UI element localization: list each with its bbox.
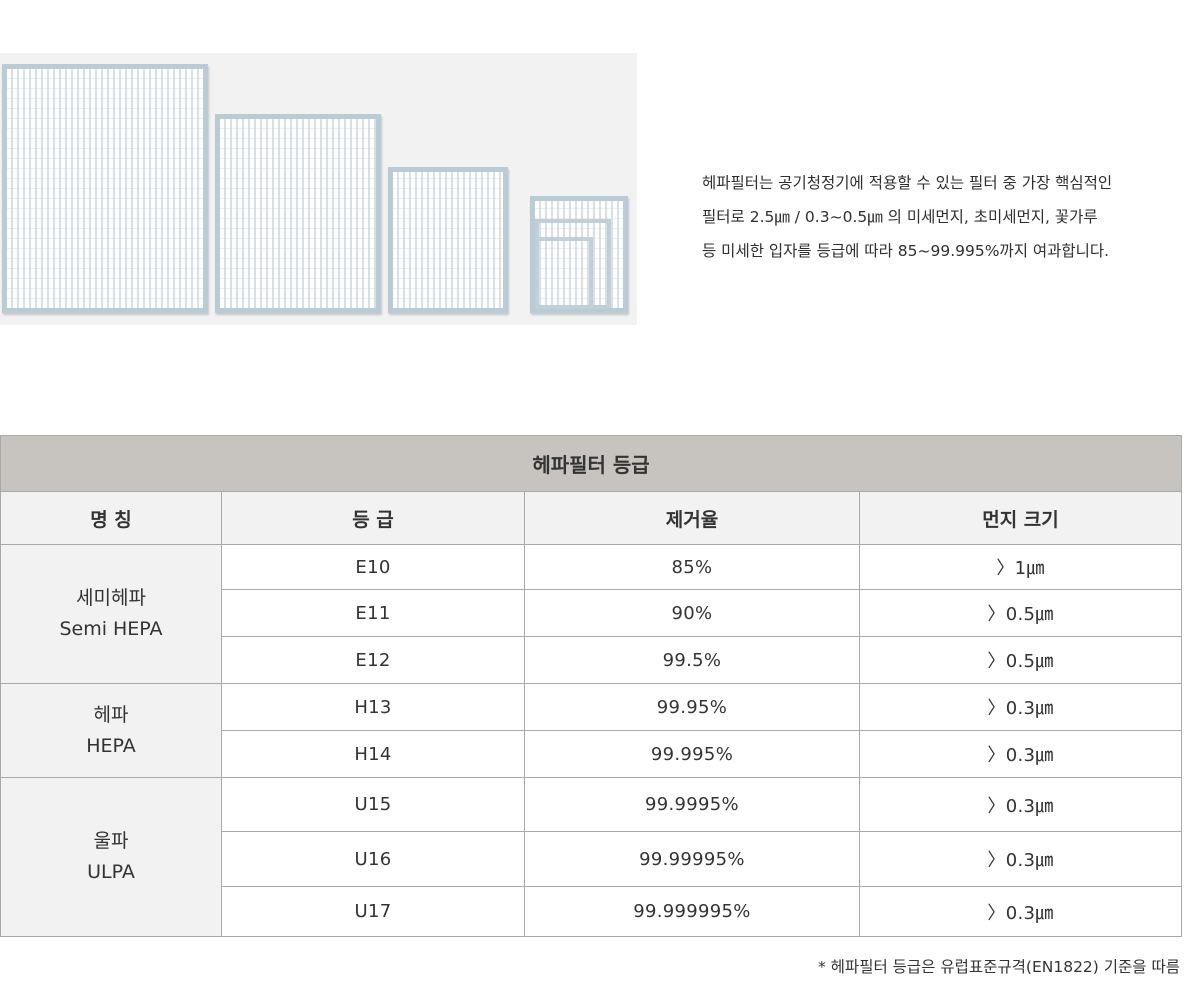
rate-cell: 85% xyxy=(524,544,860,590)
table-row: E11 90% 〉0.5㎛ xyxy=(1,589,1182,637)
rate-cell: 99.5% xyxy=(524,636,860,684)
grade-cell: H13 xyxy=(221,683,525,731)
grade-cell: E11 xyxy=(221,589,525,637)
intro-line: 필터로 2.5㎛ / 0.3~0.5㎛ 의 미세먼지, 초미세먼지, 꽃가루 xyxy=(702,208,1098,226)
grade-cell: U15 xyxy=(221,777,525,832)
size-cell: 〉0.5㎛ xyxy=(859,589,1182,637)
table-row: 세미헤파 Semi HEPA E10 85% 〉1㎛ xyxy=(0,544,1182,684)
header-removal-rate: 제거율 xyxy=(524,491,860,545)
group-name-ko: 세미헤파 xyxy=(76,587,146,609)
filter-panel-nested-inner xyxy=(535,219,611,309)
size-cell: 〉0.5㎛ xyxy=(859,636,1182,684)
hepa-grade-table: 헤파필터 등급 명 칭 등 급 제거율 먼지 크기 세미헤파 Semi HEPA… xyxy=(0,435,1182,937)
table-row: 울파 ULPA U15 99.9995% 〉0.3㎛ xyxy=(0,777,1182,937)
rate-cell: 99.95% xyxy=(524,683,860,731)
intro-description: 헤파필터는 공기청정기에 적용할 수 있는 필터 중 가장 핵심적인 필터로 2… xyxy=(702,166,1192,268)
group-name-ko: 헤파 xyxy=(93,703,129,726)
size-cell: 〉0.3㎛ xyxy=(859,777,1182,832)
header-grade: 등 급 xyxy=(221,491,525,545)
size-cell: 〉0.3㎛ xyxy=(859,683,1182,731)
group-name-en: Semi HEPA xyxy=(59,618,163,640)
grade-cell: E10 xyxy=(221,544,525,590)
rate-cell: 99.9995% xyxy=(524,777,860,832)
filter-panel-nested xyxy=(530,196,628,313)
size-cell: 〉0.3㎛ xyxy=(859,831,1182,887)
filter-panel-small xyxy=(388,167,508,313)
table-row: 헤파 HEPA H13 99.95% 〉0.3㎛ xyxy=(0,683,1182,778)
size-cell: 〉1㎛ xyxy=(859,544,1182,590)
group-name-en: ULPA xyxy=(87,861,135,883)
table-row: E12 99.5% 〉0.5㎛ xyxy=(1,636,1182,684)
size-cell: 〉0.3㎛ xyxy=(859,886,1182,937)
table-title: 헤파필터 등급 xyxy=(0,435,1182,492)
filter-panel-nested-innermost xyxy=(535,237,593,309)
intro-line: 헤파필터는 공기청정기에 적용할 수 있는 필터 중 가장 핵심적인 xyxy=(702,174,1113,192)
group-name-ulpa: 울파 ULPA xyxy=(0,777,222,937)
size-cell: 〉0.3㎛ xyxy=(859,730,1182,778)
rate-cell: 99.99995% xyxy=(524,831,860,887)
rate-cell: 99.999995% xyxy=(524,886,860,937)
table-row: U17 99.999995% 〉0.3㎛ xyxy=(1,886,1182,937)
header-dust-size: 먼지 크기 xyxy=(859,491,1182,545)
intro-line: 등 미세한 입자를 등급에 따라 85~99.995%까지 여과합니다. xyxy=(702,242,1110,260)
table-row: H14 99.995% 〉0.3㎛ xyxy=(1,730,1182,778)
group-name-en: HEPA xyxy=(86,734,136,757)
grade-cell: U17 xyxy=(221,886,525,937)
footnote: * 헤파필터 등급은 유럽표준규격(EN1822) 기준을 따름 xyxy=(818,958,1180,976)
filter-panel-medium xyxy=(215,114,381,313)
rate-cell: 99.995% xyxy=(524,730,860,778)
header-name: 명 칭 xyxy=(0,491,222,545)
grade-cell: E12 xyxy=(221,636,525,684)
rate-cell: 90% xyxy=(524,589,860,637)
grade-cell: H14 xyxy=(221,730,525,778)
table-row: U16 99.99995% 〉0.3㎛ xyxy=(1,831,1182,887)
filter-product-image xyxy=(0,53,637,325)
group-name-hepa: 헤파 HEPA xyxy=(0,683,222,778)
filter-panel-large xyxy=(2,64,208,313)
grade-cell: U16 xyxy=(221,831,525,887)
group-name-semi-hepa: 세미헤파 Semi HEPA xyxy=(0,544,222,684)
group-name-ko: 울파 xyxy=(93,830,129,852)
